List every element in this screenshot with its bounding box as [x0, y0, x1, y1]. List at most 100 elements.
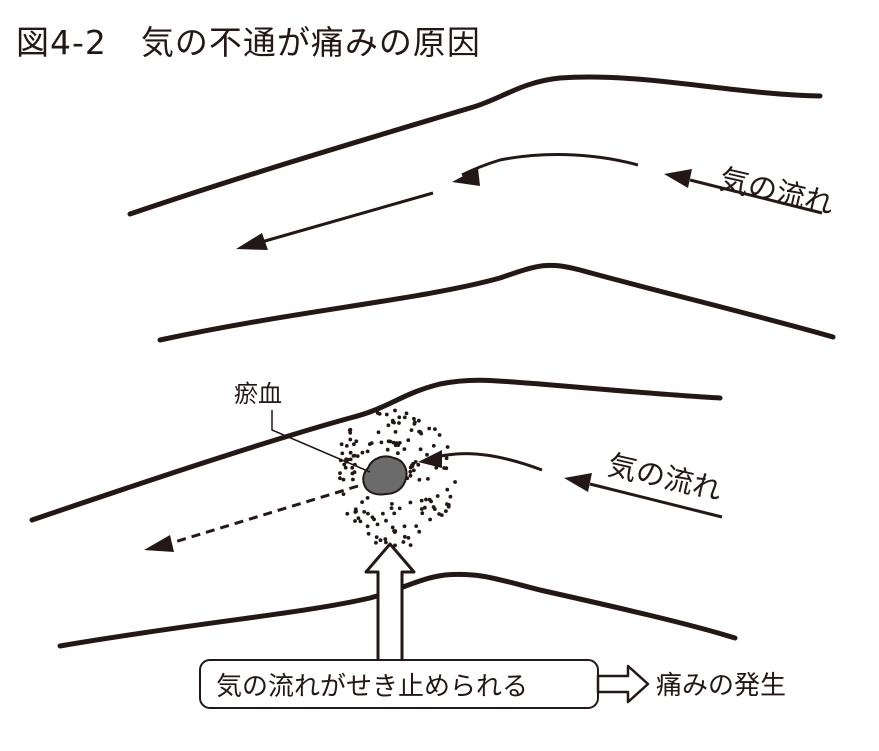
stagnation-dot: [360, 500, 364, 504]
stagnation-dot: [397, 421, 401, 425]
stagnation-dot: [402, 447, 407, 451]
stagnation-dot: [419, 507, 424, 511]
stagnation-dot: [408, 469, 413, 474]
stagnation-dot: [446, 504, 451, 509]
stagnation-dot: [341, 492, 346, 496]
stagnation-dot: [418, 447, 423, 452]
stagnation-dot: [404, 411, 409, 416]
stagnation-dot: [413, 460, 418, 464]
stagnation-dot: [366, 531, 371, 536]
stagnation-dot: [444, 456, 449, 461]
upward-hollow-arrow: [364, 542, 416, 666]
qi-incoming-line: [589, 482, 723, 519]
stagnation-dot: [386, 423, 391, 428]
stagnation-dot: [348, 437, 353, 442]
stagnation-dot: [411, 468, 416, 473]
bottom-flow-label: 気の流れ: [604, 448, 725, 507]
stagnation-dot: [433, 427, 437, 431]
stagnation-dot: [412, 416, 416, 421]
stagnation-dot: [351, 477, 355, 482]
vessel-upper-wall: [127, 74, 823, 217]
stagnation-dot: [342, 462, 347, 467]
stagnation-dot: [354, 439, 359, 444]
stagnation-dot: [356, 516, 361, 521]
stagnation-dot: [396, 451, 400, 456]
stagnation-dot: [402, 534, 407, 539]
stagnation-dot: [381, 511, 385, 516]
stagnation-dot: [417, 529, 422, 534]
stagnation-dot: [409, 428, 414, 432]
stagnation-dot: [365, 449, 370, 454]
stagnation-dot: [408, 543, 413, 547]
stagnation-dots: [338, 408, 457, 548]
qi-incoming-arrowhead: [664, 169, 692, 188]
stagnation-dot: [348, 457, 353, 462]
stagnation-dot: [384, 540, 388, 545]
stagnation-dot: [393, 430, 398, 434]
stagnation-dot: [352, 442, 356, 447]
figure-title: 図4-2 気の不通が痛みの原因: [16, 23, 481, 62]
vessel-upper-wall: [29, 377, 723, 523]
stagnation-dot: [384, 518, 388, 523]
stagnation-dot: [431, 505, 436, 509]
blockage-label: 瘀血: [234, 380, 282, 408]
stagnation-dot: [358, 519, 363, 524]
stagnation-dot: [406, 438, 411, 443]
stagnation-dot: [365, 524, 370, 529]
vessel-lower-wall: [157, 262, 836, 343]
stagnation-dot: [426, 477, 430, 481]
stagnation-dot: [391, 420, 395, 424]
vessel-lower-wall: [57, 571, 738, 649]
stagnation-dot: [402, 415, 407, 420]
stagnation-dot: [366, 511, 370, 516]
result-label: 痛みの発生: [656, 671, 786, 701]
stagnation-dot: [424, 497, 428, 502]
stagnation-dot: [377, 412, 382, 416]
straight-flow-arrowhead: [236, 233, 268, 250]
inner-flow-curve: [461, 153, 639, 177]
stagnation-dot: [384, 412, 389, 417]
stagnation-dot: [378, 538, 383, 543]
caption-box-text: 気の流れがせき止められる: [216, 672, 528, 702]
stagnation-dot: [393, 543, 397, 548]
stagnation-dot: [448, 494, 453, 499]
right-hollow-arrow: [596, 664, 650, 704]
stagnation-dot: [416, 462, 421, 467]
stagnation-dot: [351, 454, 356, 458]
stagnation-dot: [412, 422, 417, 426]
stagnation-dot: [435, 494, 440, 498]
stagnation-dot: [414, 524, 419, 528]
stagnation-dot: [444, 509, 448, 513]
stagnation-dot: [422, 505, 427, 510]
stagnation-dot: [453, 480, 457, 484]
stagnation-dot: [339, 442, 344, 447]
stagnation-dot: [374, 540, 378, 545]
stagnation-dot: [353, 519, 357, 523]
stagnation-dot: [408, 500, 413, 505]
stagnation-dot: [338, 471, 342, 475]
stagnation-dot: [338, 476, 342, 481]
stagnation-dot: [393, 443, 398, 448]
stagnation-dot: [392, 511, 397, 516]
stagnation-dot: [347, 428, 352, 432]
stagnation-dot: [340, 451, 345, 456]
blocked-flow-arrowhead: [144, 535, 174, 552]
qi-incoming-line: [689, 178, 823, 215]
stagnation-dot: [353, 507, 358, 512]
stagnation-dot: [345, 511, 350, 516]
stagnation-dot: [437, 433, 442, 437]
stagnation-dot: [425, 452, 429, 457]
top-flow-label: 気の流れ: [716, 162, 837, 221]
stagnation-dot: [397, 415, 402, 420]
stagnation-dot: [417, 477, 422, 482]
stagnation-dot: [445, 487, 450, 492]
straight-flow-line: [257, 191, 434, 245]
stagnation-dot: [428, 517, 432, 522]
stagnation-dot: [445, 445, 450, 449]
stagnation-dot: [431, 443, 436, 448]
stagnation-dot: [365, 496, 370, 500]
stagnation-dot: [367, 442, 372, 446]
stagnation-dot: [362, 510, 367, 514]
inner-flow-arrowhead: [418, 450, 442, 468]
